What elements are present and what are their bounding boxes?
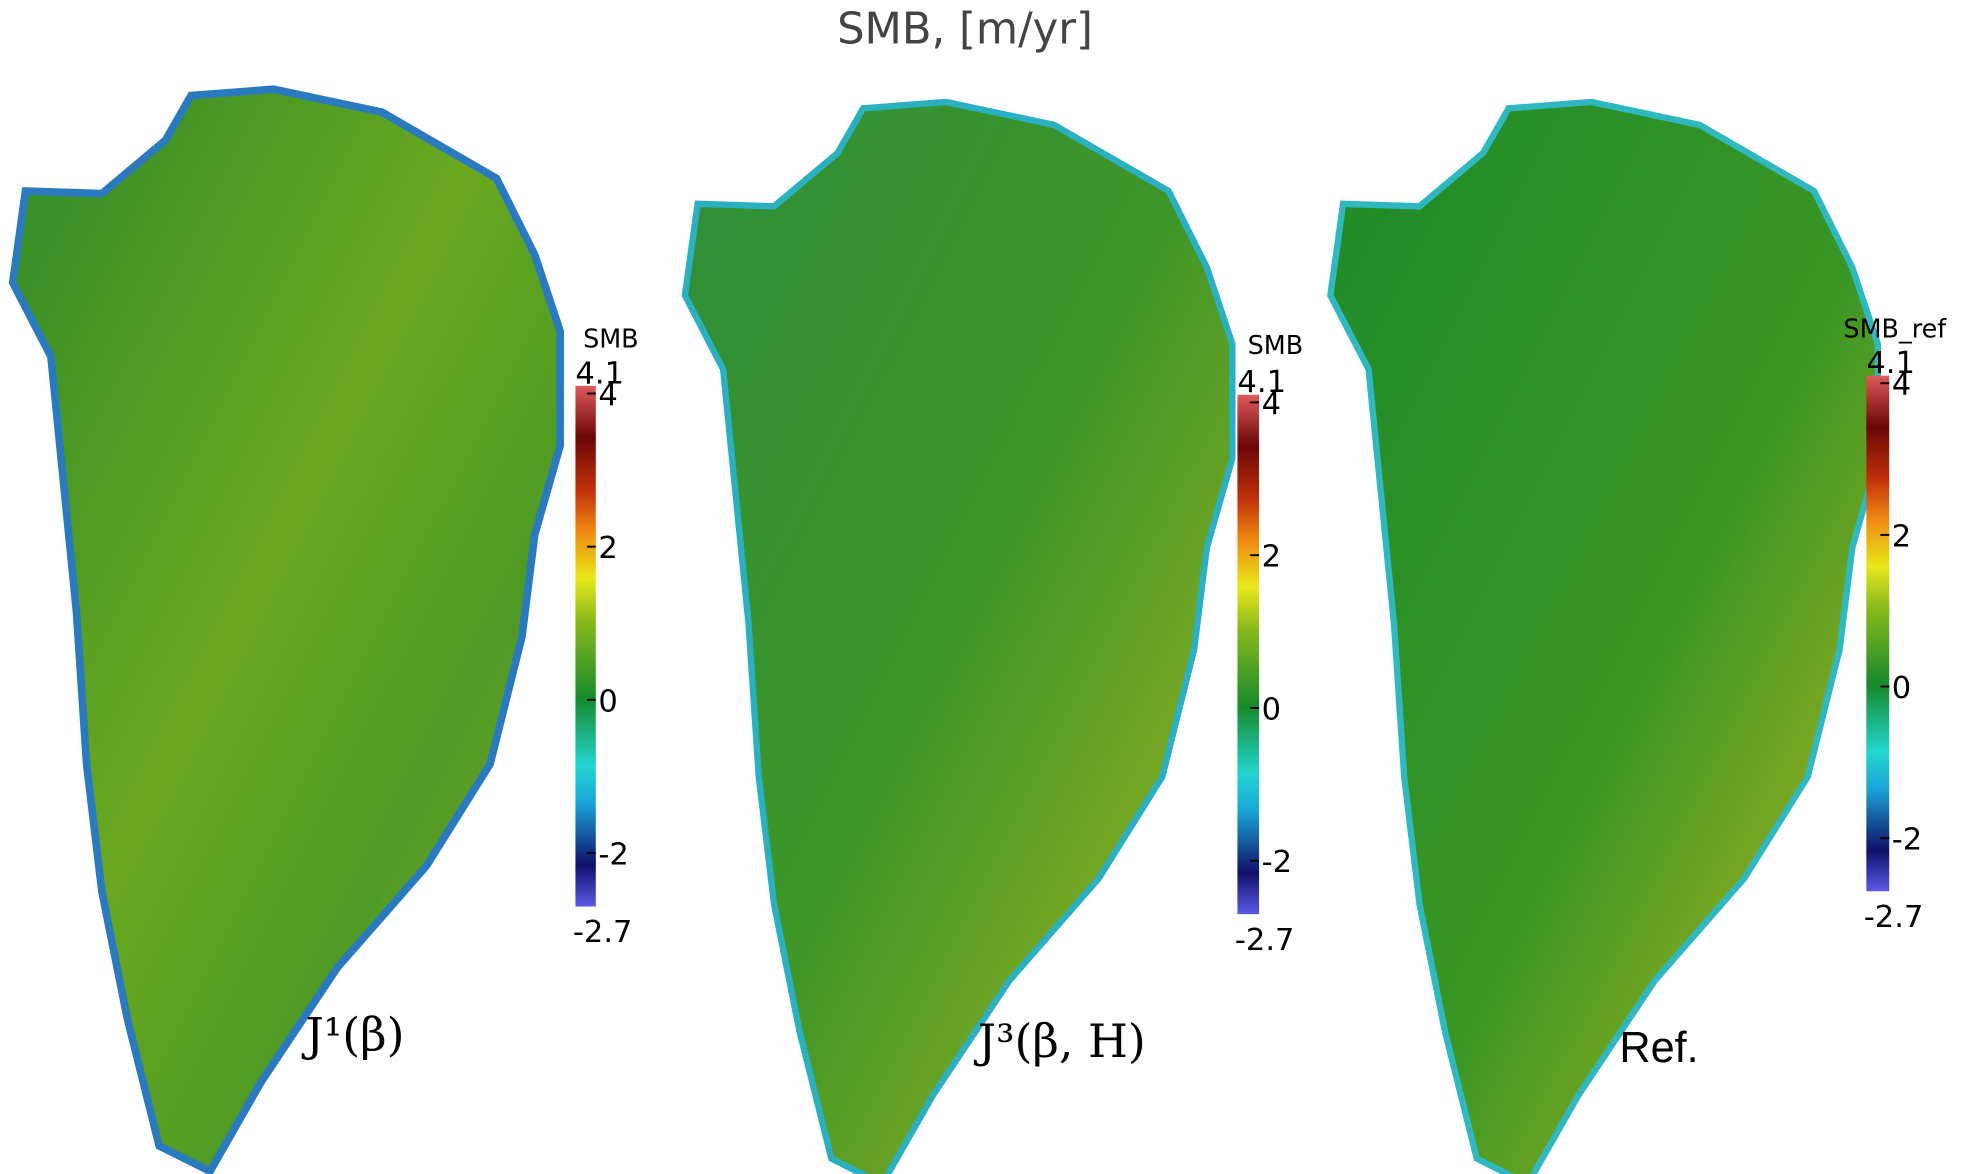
colorbar-title: SMB	[583, 325, 639, 355]
colorbar-min: -2.7	[573, 915, 633, 950]
map	[685, 102, 1232, 1174]
map-label: Ref.	[1619, 1024, 1698, 1072]
colorbar-min: -2.7	[1235, 923, 1295, 958]
map-panel: J¹(β)	[13, 89, 560, 1171]
map-label: J¹(β)	[302, 1007, 405, 1061]
map	[1330, 102, 1877, 1174]
colorbar	[1237, 395, 1259, 914]
colorbar-tick-label: -2	[1892, 823, 1922, 858]
colorbar-tick-label: 2	[598, 531, 617, 566]
colorbar-tick-label: 4	[598, 378, 617, 413]
colorbar-tick-label: 4	[1892, 368, 1911, 403]
colorbar-tick-label: 2	[1262, 540, 1281, 575]
colorbar-tick-label: 4	[1262, 387, 1281, 422]
colorbar	[1866, 376, 1889, 892]
colorbar-tick-label: -2	[1262, 845, 1292, 880]
colorbar-title: SMB_ref	[1843, 314, 1947, 344]
map	[13, 89, 560, 1171]
map-panel	[1330, 102, 1877, 1174]
map-label: J³(β, H)	[974, 1014, 1146, 1068]
figure-title: SMB, [m/yr]	[837, 4, 1093, 54]
map-panel	[685, 102, 1232, 1174]
colorbar-tick-label: 2	[1892, 519, 1911, 554]
colorbar	[575, 386, 595, 907]
colorbar-title: SMB	[1248, 331, 1304, 361]
colorbar-tick-label: -2	[598, 837, 628, 872]
colorbar-tick-label: 0	[1262, 692, 1281, 727]
colorbar-tick-label: 0	[598, 684, 617, 719]
figure: SMB, [m/yr] J¹(β) J³(β, H) Ref. SMB4.1-2…	[0, 0, 1986, 1174]
colorbar-min: -2.7	[1864, 900, 1924, 935]
colorbar-tick-label: 0	[1892, 671, 1911, 706]
